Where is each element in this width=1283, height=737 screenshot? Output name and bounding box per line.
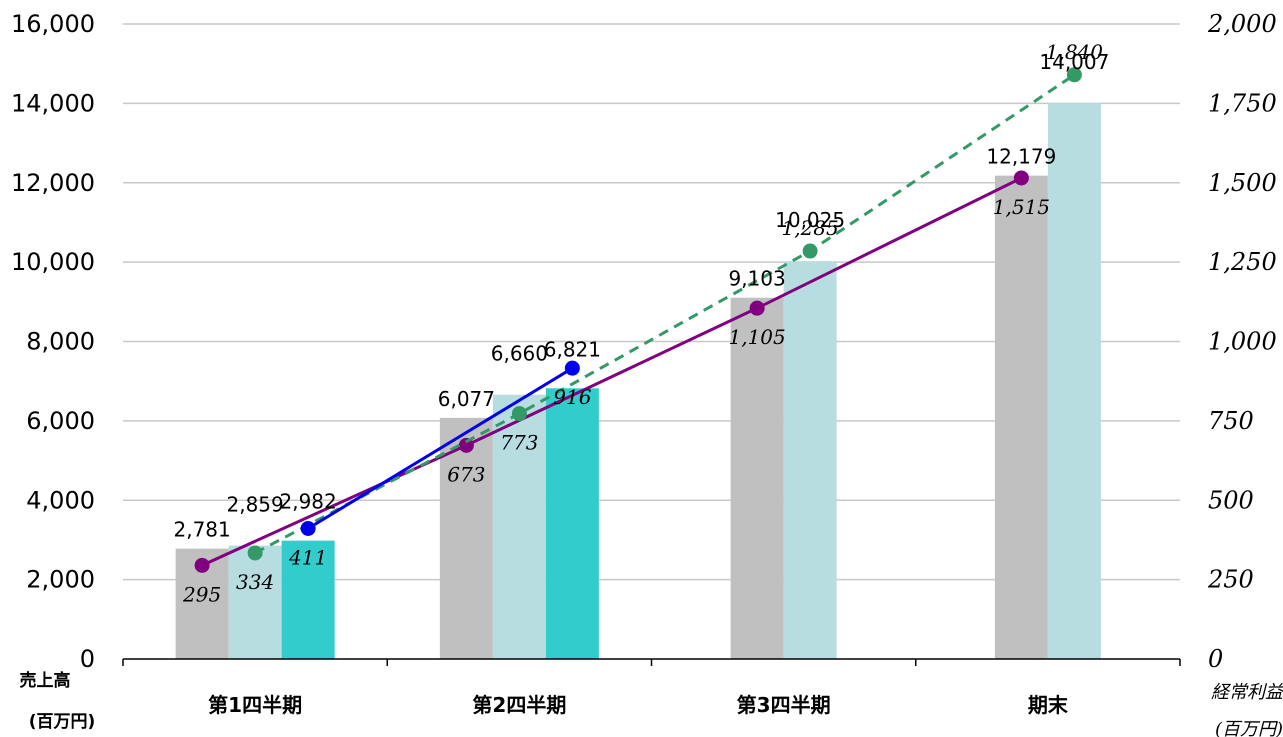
data-labels: 2,781 6,077 9,103 12,179 2,859 6,660 10,025 14,…	[173, 40, 1109, 607]
left-axis-ticks: 0 2,000 4,000 6,000 8,000 10,000 12,000 14,000 1…	[11, 10, 95, 673]
bar	[783, 261, 837, 659]
right-tick-label: 250	[1207, 566, 1254, 594]
bar-value-label: 10,025	[775, 208, 845, 232]
right-axis-unit: (百万円)	[1215, 719, 1283, 737]
bars	[175, 103, 1101, 660]
category-labels: 第1四半期 第2四半期 第3四半期 期末	[208, 693, 1069, 717]
series-point	[1066, 67, 1082, 83]
line-value-label: 1,105	[728, 325, 785, 349]
right-tick-label: 1,750	[1208, 89, 1277, 117]
left-axis-title: 売上高	[20, 670, 71, 691]
bar-value-label: 9,103	[728, 267, 785, 291]
bar	[439, 417, 493, 659]
right-axis-ticks: 0 250 500 750 1,000 1,250 1,500 1,750 2,000	[1207, 10, 1277, 673]
line-value-label: 1,840	[1046, 40, 1104, 64]
line-value-label: 673	[447, 462, 485, 486]
x-axis	[122, 658, 1181, 666]
series-line	[307, 366, 574, 530]
series-point	[749, 300, 765, 316]
line-value-label: 295	[182, 582, 221, 606]
series-point	[458, 437, 474, 453]
series-point	[247, 545, 263, 561]
left-tick-label: 2,000	[26, 566, 95, 594]
series-point	[1013, 170, 1029, 186]
right-tick-label: 750	[1208, 407, 1254, 435]
left-axis-unit: (百万円)	[29, 712, 96, 732]
category-label: 第1四半期	[208, 693, 302, 717]
left-tick-label: 4,000	[26, 486, 95, 514]
bar	[730, 297, 784, 659]
line-value-label: 1,515	[993, 195, 1050, 219]
bar-value-label: 6,077	[438, 387, 495, 411]
line-value-label: 411	[288, 546, 327, 570]
left-tick-label: 10,000	[11, 248, 95, 276]
series-point	[564, 360, 580, 376]
bar-value-label: 6,821	[544, 337, 601, 361]
left-tick-label: 0	[80, 645, 95, 673]
series-line	[254, 73, 1076, 555]
category-label: 期末	[1028, 693, 1069, 717]
series-point	[802, 243, 818, 259]
category-label: 第2四半期	[472, 693, 566, 717]
right-tick-label: 1,500	[1208, 169, 1277, 197]
bar-value-label: 14,007	[1039, 50, 1109, 74]
bar	[994, 175, 1048, 659]
lines	[194, 67, 1082, 573]
bar-value-label: 2,859	[226, 493, 283, 517]
left-tick-label: 16,000	[11, 10, 95, 38]
series-point	[194, 557, 210, 573]
line-value-label: 334	[236, 570, 274, 594]
right-tick-label: 1,000	[1208, 328, 1277, 356]
line-value-label: 1,285	[781, 216, 838, 240]
right-tick-label: 0	[1208, 645, 1223, 673]
bar	[492, 394, 546, 659]
series-point	[300, 521, 316, 537]
right-tick-label: 1,250	[1208, 248, 1277, 276]
right-axis-title: 経常利益	[1211, 682, 1283, 703]
bar	[545, 388, 599, 659]
line-value-label: 916	[553, 385, 591, 409]
left-tick-label: 12,000	[11, 169, 95, 197]
bar	[281, 540, 335, 659]
right-tick-label: 500	[1208, 486, 1254, 514]
bar-value-label: 2,781	[173, 518, 230, 542]
left-tick-label: 6,000	[26, 407, 95, 435]
series-point	[511, 406, 527, 422]
bar-value-label: 12,179	[986, 145, 1056, 169]
gridlines	[123, 23, 1180, 581]
line-value-label: 773	[500, 431, 538, 455]
right-tick-label: 2,000	[1207, 10, 1277, 38]
left-tick-label: 8,000	[26, 328, 95, 356]
bar-value-label: 6,660	[491, 342, 548, 366]
series-line	[201, 176, 1023, 567]
bar	[1047, 103, 1101, 660]
bar	[228, 545, 282, 659]
bar-value-label: 2,982	[279, 490, 336, 514]
category-label: 第3四半期	[737, 693, 831, 717]
left-tick-label: 14,000	[11, 89, 95, 117]
